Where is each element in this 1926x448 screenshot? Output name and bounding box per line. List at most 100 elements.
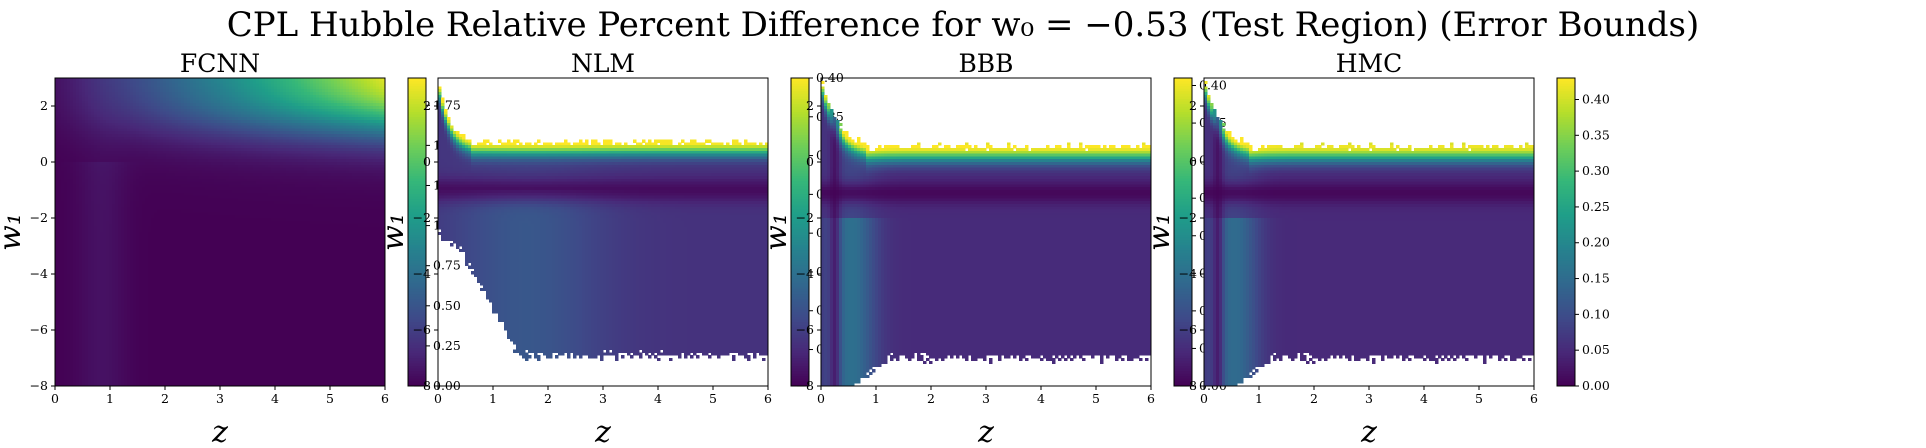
heatmap-cell xyxy=(91,162,94,165)
heatmap-cell xyxy=(160,106,163,109)
heatmap-cell xyxy=(247,112,250,115)
heatmap-cell xyxy=(97,109,100,112)
heatmap-cell xyxy=(334,145,337,148)
heatmap-cell xyxy=(106,140,109,143)
heatmap-cell xyxy=(355,123,358,126)
heatmap-cell xyxy=(118,140,121,143)
heatmap-cell xyxy=(145,81,148,84)
heatmap-cell xyxy=(301,137,304,140)
heatmap-cell xyxy=(82,142,85,145)
heatmap-cell xyxy=(124,131,127,134)
heatmap-cell xyxy=(277,142,280,145)
heatmap-cell xyxy=(289,98,292,101)
heatmap-cell xyxy=(109,187,112,190)
heatmap-cell xyxy=(253,168,256,171)
heatmap-cell xyxy=(217,112,220,115)
heatmap-cell xyxy=(151,128,154,131)
heatmap-cell xyxy=(283,131,286,134)
heatmap-cell xyxy=(148,128,151,131)
heatmap-cell xyxy=(367,126,370,129)
heatmap-cell xyxy=(310,156,313,159)
heatmap-cell xyxy=(274,131,277,134)
heatmap-cell xyxy=(184,151,187,154)
heatmap-cell xyxy=(76,168,79,171)
heatmap-cell xyxy=(163,165,166,168)
heatmap-cell xyxy=(229,126,232,129)
heatmap-cell xyxy=(88,123,91,126)
heatmap-cell xyxy=(286,179,289,182)
heatmap-cell xyxy=(367,173,370,176)
heatmap-cell xyxy=(328,89,331,92)
heatmap-cell xyxy=(118,179,121,182)
heatmap-cell xyxy=(367,92,370,95)
heatmap-cell xyxy=(97,176,100,179)
heatmap-cell xyxy=(64,89,67,92)
heatmap-cell xyxy=(292,196,295,199)
heatmap-cell xyxy=(316,151,319,154)
heatmap-cell xyxy=(106,84,109,87)
heatmap-cell xyxy=(247,170,250,173)
heatmap-cell xyxy=(148,168,151,171)
heatmap-cell xyxy=(358,106,361,109)
heatmap-cell xyxy=(304,81,307,84)
heatmap-cell xyxy=(202,100,205,103)
heatmap-cell xyxy=(172,173,175,176)
heatmap-cell xyxy=(217,151,220,154)
heatmap-cell xyxy=(151,165,154,168)
heatmap-cell xyxy=(325,86,328,89)
heatmap-cell xyxy=(181,162,184,165)
heatmap-cell xyxy=(184,142,187,145)
heatmap-cell xyxy=(346,148,349,151)
heatmap-cell xyxy=(208,95,211,98)
heatmap-cell xyxy=(172,92,175,95)
heatmap-cell xyxy=(346,126,349,129)
heatmap-cell xyxy=(100,179,103,182)
heatmap-cell xyxy=(361,176,364,179)
heatmap-cell xyxy=(316,128,319,131)
heatmap-cell xyxy=(172,106,175,109)
heatmap-cell xyxy=(307,114,310,117)
heatmap-cell xyxy=(322,100,325,103)
heatmap-cell xyxy=(373,117,376,120)
heatmap-cell xyxy=(367,159,370,162)
heatmap-cell xyxy=(58,100,61,103)
heatmap-cell xyxy=(55,179,58,182)
heatmap-cell xyxy=(340,151,343,154)
heatmap-cell xyxy=(370,131,373,134)
heatmap-cell xyxy=(163,86,166,89)
heatmap-cell xyxy=(283,84,286,87)
heatmap-cell xyxy=(274,114,277,117)
heatmap-cell xyxy=(157,117,160,120)
heatmap-cell xyxy=(250,179,253,182)
heatmap-cell xyxy=(145,86,148,89)
heatmap-cell xyxy=(313,179,316,182)
heatmap-cell xyxy=(73,137,76,140)
heatmap-cell xyxy=(154,170,157,173)
heatmap-cell xyxy=(175,103,178,106)
heatmap-cell xyxy=(208,159,211,162)
heatmap-cell xyxy=(259,120,262,123)
heatmap-cell xyxy=(154,89,157,92)
heatmap-cell xyxy=(217,137,220,140)
heatmap-cell xyxy=(205,154,208,157)
heatmap-cell xyxy=(214,196,217,199)
heatmap-cell xyxy=(295,148,298,151)
heatmap-cell xyxy=(229,193,232,196)
heatmap-cell xyxy=(301,140,304,143)
heatmap-cell xyxy=(163,123,166,126)
heatmap-cell xyxy=(325,98,328,101)
heatmap-cell xyxy=(310,142,313,145)
heatmap-cell xyxy=(175,151,178,154)
heatmap-cell xyxy=(121,98,124,101)
heatmap-cell xyxy=(373,131,376,134)
heatmap-cell xyxy=(232,196,235,199)
heatmap-cell xyxy=(199,134,202,137)
heatmap-cell xyxy=(295,126,298,129)
heatmap-cell xyxy=(208,103,211,106)
heatmap-cell xyxy=(64,165,67,168)
heatmap-cell xyxy=(103,187,106,190)
heatmap-cell xyxy=(172,134,175,137)
heatmap-cell xyxy=(76,103,79,106)
heatmap-cell xyxy=(106,120,109,123)
heatmap-cell xyxy=(226,170,229,173)
